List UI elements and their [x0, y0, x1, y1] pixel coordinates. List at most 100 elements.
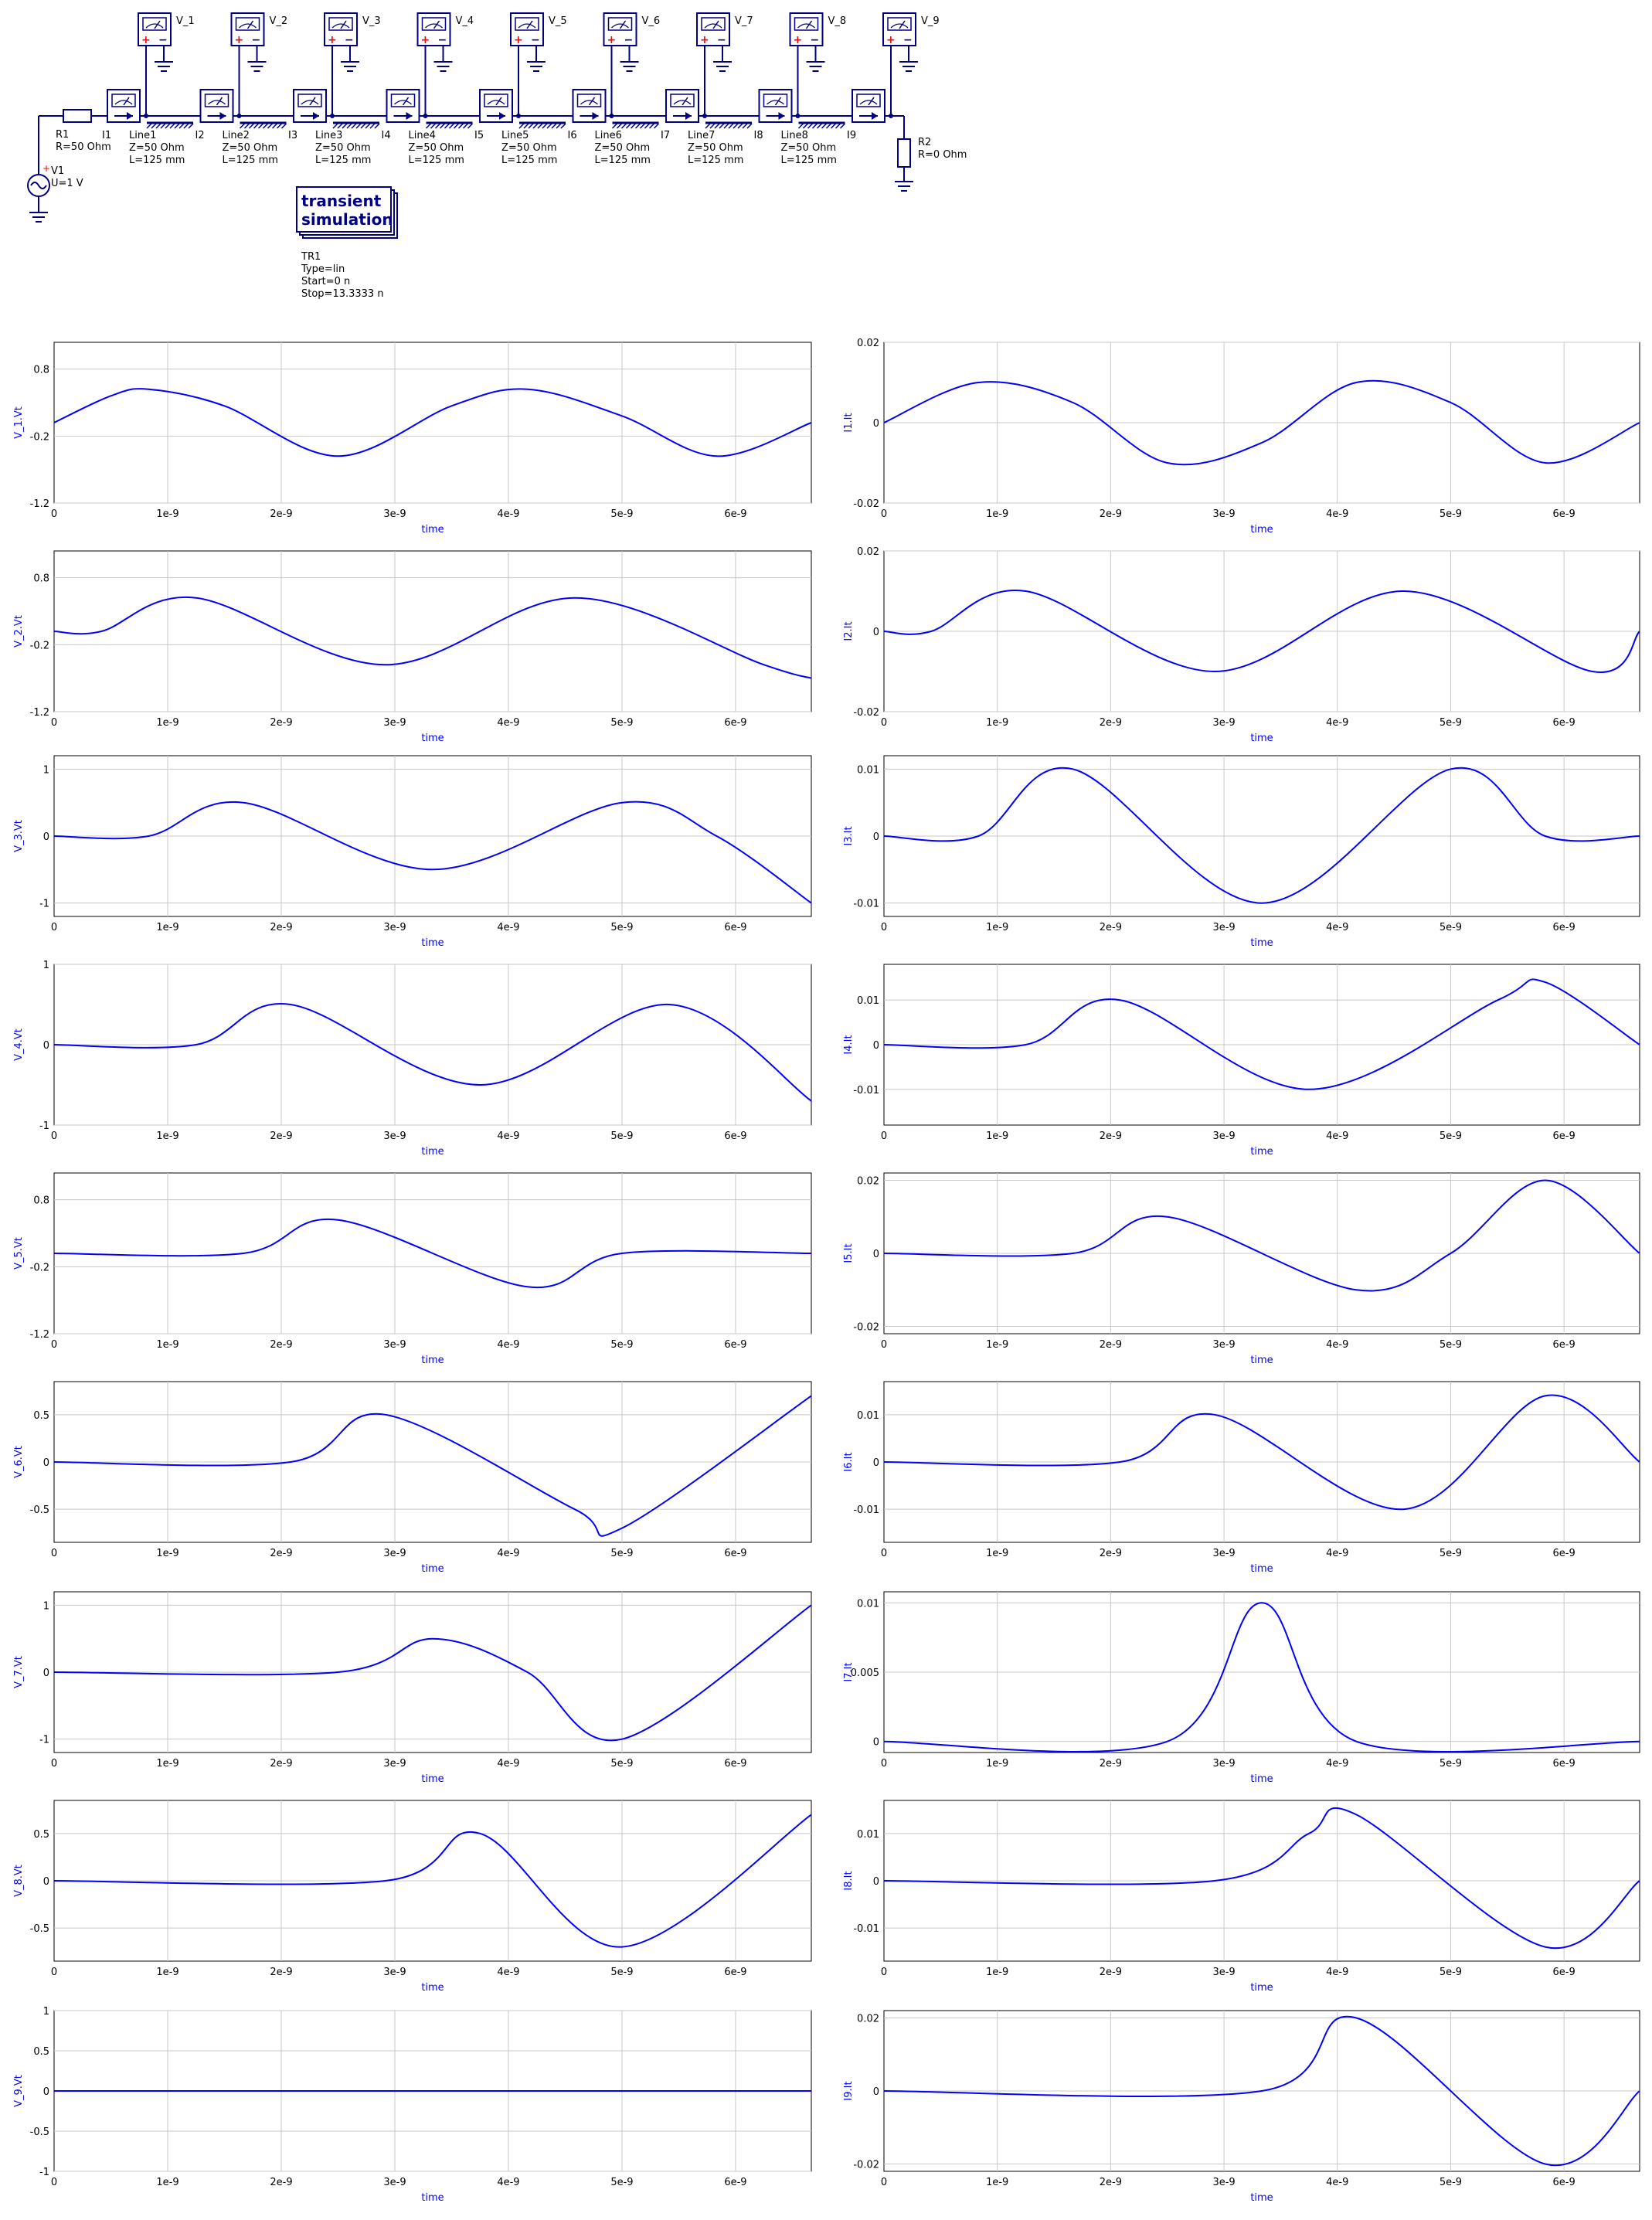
- voltmeter-label: V_9: [921, 15, 940, 27]
- y-tick-label: -0.5: [30, 1923, 49, 1935]
- x-tick-label: 4e-9: [1326, 1967, 1348, 1978]
- voltmeter-v2[interactable]: + −: [230, 12, 267, 118]
- source-name: V1: [51, 165, 64, 177]
- x-tick-label: 0: [51, 717, 57, 729]
- x-tick-label: 4e-9: [1326, 1130, 1348, 1142]
- ammeter-i9[interactable]: [851, 89, 885, 123]
- x-axis-label: time: [1250, 1982, 1273, 1994]
- x-tick-label: 3e-9: [383, 1339, 406, 1351]
- x-tick-label: 0: [881, 717, 887, 729]
- voltage-source-v1[interactable]: + V1 U=1 V: [27, 163, 83, 223]
- x-tick-label: 4e-9: [1326, 2177, 1348, 2188]
- ammeter-i3[interactable]: [293, 89, 327, 123]
- series-trace: [53, 388, 812, 457]
- x-tick-label: 6e-9: [1553, 1130, 1576, 1142]
- x-tick-label: 3e-9: [1212, 1130, 1235, 1142]
- x-axis-label: time: [421, 2192, 444, 2204]
- ammeter-i4[interactable]: [386, 89, 420, 123]
- transmission-line-3[interactable]: [332, 121, 380, 129]
- x-tick-label: 1e-9: [156, 2177, 178, 2188]
- x-tick-label: 4e-9: [1326, 717, 1348, 729]
- x-tick-label: 0: [51, 508, 57, 520]
- r1-name: R1: [56, 129, 69, 141]
- y-tick-label: 1: [43, 2006, 49, 2018]
- x-tick-label: 1e-9: [986, 1130, 1008, 1142]
- x-tick-label: 4e-9: [497, 922, 519, 933]
- x-tick-label: 2e-9: [270, 2177, 292, 2188]
- voltmeter-label: V_5: [549, 15, 567, 27]
- y-tick-label: -0.2: [30, 1262, 49, 1273]
- x-tick-label: 0: [51, 922, 57, 933]
- sim-title-1: transient: [301, 192, 382, 210]
- x-tick-label: 1e-9: [156, 1339, 178, 1351]
- x-tick-label: 2e-9: [270, 508, 292, 520]
- y-tick-label: 0: [43, 1876, 49, 1888]
- ammeter-i2[interactable]: [199, 89, 234, 123]
- ammeter-i5[interactable]: [479, 89, 513, 123]
- transmission-line-6[interactable]: [611, 121, 660, 129]
- voltmeter-v9[interactable]: + −: [882, 12, 918, 118]
- ammeter-i8[interactable]: [758, 89, 793, 123]
- sim-title-2: simulation: [301, 210, 393, 229]
- x-tick-label: 0: [51, 1758, 57, 1770]
- y-tick-label: 0: [873, 1876, 879, 1888]
- series-trace: [883, 2015, 1640, 2167]
- ammeter-i7[interactable]: [665, 89, 699, 123]
- ammeter-i1[interactable]: [107, 89, 141, 123]
- x-tick-label: 6e-9: [724, 922, 746, 933]
- series-trace: [883, 1602, 1640, 1753]
- voltmeter-v1[interactable]: + −: [138, 12, 173, 118]
- svg-text:+: +: [886, 34, 896, 46]
- voltmeter-v6[interactable]: + −: [603, 12, 639, 118]
- x-axis-label: time: [1250, 937, 1273, 949]
- x-tick-label: 5e-9: [1440, 1339, 1462, 1351]
- voltmeter-v5[interactable]: + −: [510, 12, 546, 118]
- ammeter-label: I8: [754, 130, 763, 141]
- line-length: L=125 mm: [595, 155, 651, 166]
- transmission-line-8[interactable]: [797, 121, 846, 129]
- plot-frame: [53, 2010, 812, 2172]
- transmission-line-4[interactable]: [425, 121, 474, 129]
- plot-i3-it: 0 1e-9 2e-9 3e-9 4e-9 5e-9 6e-9 0.01 0 -0.01 time I…: [843, 755, 1640, 949]
- plot-frame: [883, 1381, 1640, 1543]
- voltmeter-v8[interactable]: + −: [789, 12, 825, 118]
- resistor-r1[interactable]: R1 R=50 Ohm: [56, 109, 111, 153]
- y-tick-label: 0.01: [857, 1410, 879, 1422]
- transient-simulation-block[interactable]: transient simulation: [296, 186, 398, 239]
- x-tick-label: 0: [881, 508, 887, 520]
- line-name: Line3: [315, 130, 342, 141]
- transmission-line-7[interactable]: [705, 121, 753, 129]
- transmission-line-1[interactable]: [146, 121, 194, 129]
- voltmeter-v3[interactable]: + −: [324, 12, 359, 118]
- y-tick-label: -0.02: [853, 1322, 879, 1334]
- series-trace: [883, 1179, 1640, 1292]
- x-tick-label: 3e-9: [1212, 717, 1235, 729]
- svg-text:+: +: [328, 34, 337, 46]
- x-tick-label: 0: [881, 1339, 887, 1351]
- x-tick-label: 1e-9: [156, 1548, 178, 1559]
- ammeter-i6[interactable]: [572, 89, 607, 123]
- x-tick-label: 3e-9: [383, 1548, 406, 1559]
- y-tick-label: -0.01: [853, 1504, 879, 1516]
- y-axis-label: I6.It: [843, 1452, 855, 1471]
- x-tick-label: 4e-9: [497, 1758, 519, 1770]
- transmission-line-5[interactable]: [518, 121, 566, 129]
- voltmeter-v7[interactable]: + −: [696, 12, 732, 118]
- resistor-r2[interactable]: R2 R=0 Ohm: [895, 137, 967, 192]
- x-tick-label: 5e-9: [1440, 1130, 1462, 1142]
- y-tick-label: 0: [873, 1040, 879, 1052]
- schematic: + V1 U=1 V R1 R=50 Ohm R2 R=0 Ohm I1 I2 I3…: [27, 12, 967, 300]
- x-tick-label: 6e-9: [724, 1758, 746, 1770]
- x-axis-label: time: [421, 524, 444, 535]
- voltmeter-v4[interactable]: + −: [416, 12, 453, 118]
- x-tick-label: 4e-9: [497, 717, 519, 729]
- x-tick-label: 2e-9: [1100, 1130, 1122, 1142]
- x-tick-label: 1e-9: [986, 1967, 1008, 1978]
- x-tick-label: 5e-9: [1440, 717, 1462, 729]
- transmission-line-2[interactable]: [239, 121, 287, 129]
- x-tick-label: 6e-9: [1553, 717, 1576, 729]
- x-tick-label: 5e-9: [1440, 1548, 1462, 1559]
- y-tick-label: -1: [39, 899, 49, 910]
- svg-text:+: +: [235, 34, 244, 46]
- y-tick-label: 0.8: [33, 573, 49, 585]
